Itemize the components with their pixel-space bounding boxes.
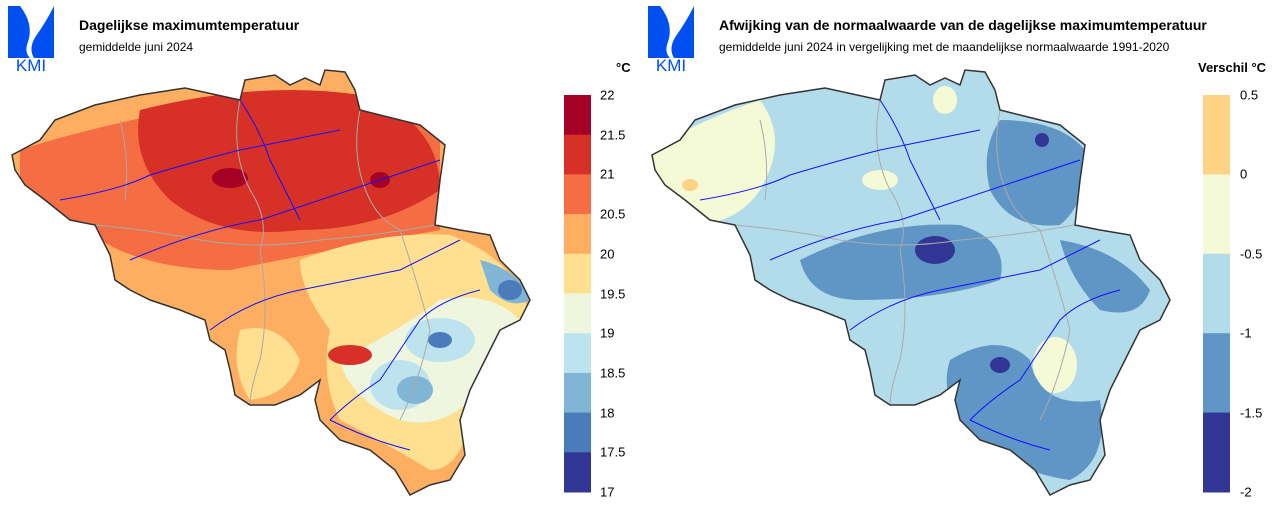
legend-label: 21.5 [600, 127, 626, 143]
legend-swatch [564, 95, 591, 136]
legend-label: -1.5 [1240, 405, 1263, 421]
legend-label: 18 [600, 405, 615, 421]
left-temperature-map [11, 69, 531, 496]
legend-label: 0.5 [1240, 87, 1259, 103]
legend-label: 20 [600, 246, 615, 262]
right-legend-unit: Verschil °C [1198, 60, 1267, 75]
right-map-title: Afwijking van de normaalwaarde van de da… [719, 17, 1207, 33]
legend-swatch [1203, 412, 1230, 493]
left-map-title: Dagelijkse maximumtemperatuur [79, 17, 300, 33]
legend-label: 21 [600, 166, 615, 182]
legend-label: 20.5 [600, 206, 626, 222]
legend-label: 18.5 [600, 365, 626, 381]
legend-label: 22 [600, 87, 615, 103]
legend-label: 19 [600, 325, 615, 341]
right-map-subtitle: gemiddelde juni 2024 in vergelijking met… [719, 40, 1170, 54]
legend-label: -2 [1240, 484, 1252, 500]
legend-label: 17 [600, 484, 615, 500]
legend-swatch [564, 452, 591, 493]
right-anomaly-map [651, 69, 1171, 496]
legend-swatch [564, 293, 591, 334]
legend-swatch [564, 134, 591, 175]
kmi-logo: KMI [648, 6, 694, 72]
legend-swatch [564, 412, 591, 453]
left-map-subtitle: gemiddelde juni 2024 [79, 40, 194, 54]
legend-swatch [564, 214, 591, 255]
legend-label: -0.5 [1240, 246, 1263, 262]
legend-swatch [564, 253, 591, 294]
legend-swatch [564, 333, 591, 374]
legend-label: -1 [1240, 325, 1252, 341]
legend-swatch [1203, 174, 1230, 255]
left-legend-unit: °C [616, 60, 631, 75]
svg-text:KMI: KMI [16, 56, 46, 72]
legend-swatch [564, 372, 591, 414]
svg-text:KMI: KMI [656, 56, 686, 72]
legend-swatch [1203, 95, 1230, 175]
left-color-legend [564, 95, 591, 493]
legend-swatch [564, 174, 591, 215]
legend-swatch [1203, 253, 1230, 334]
right-color-legend [1203, 95, 1230, 493]
legend-label: 0 [1240, 166, 1248, 182]
legend-swatch [1203, 333, 1230, 414]
legend-label: 19.5 [600, 286, 626, 301]
kmi-logo: KMI [8, 6, 54, 72]
legend-label: 17.5 [600, 444, 626, 460]
